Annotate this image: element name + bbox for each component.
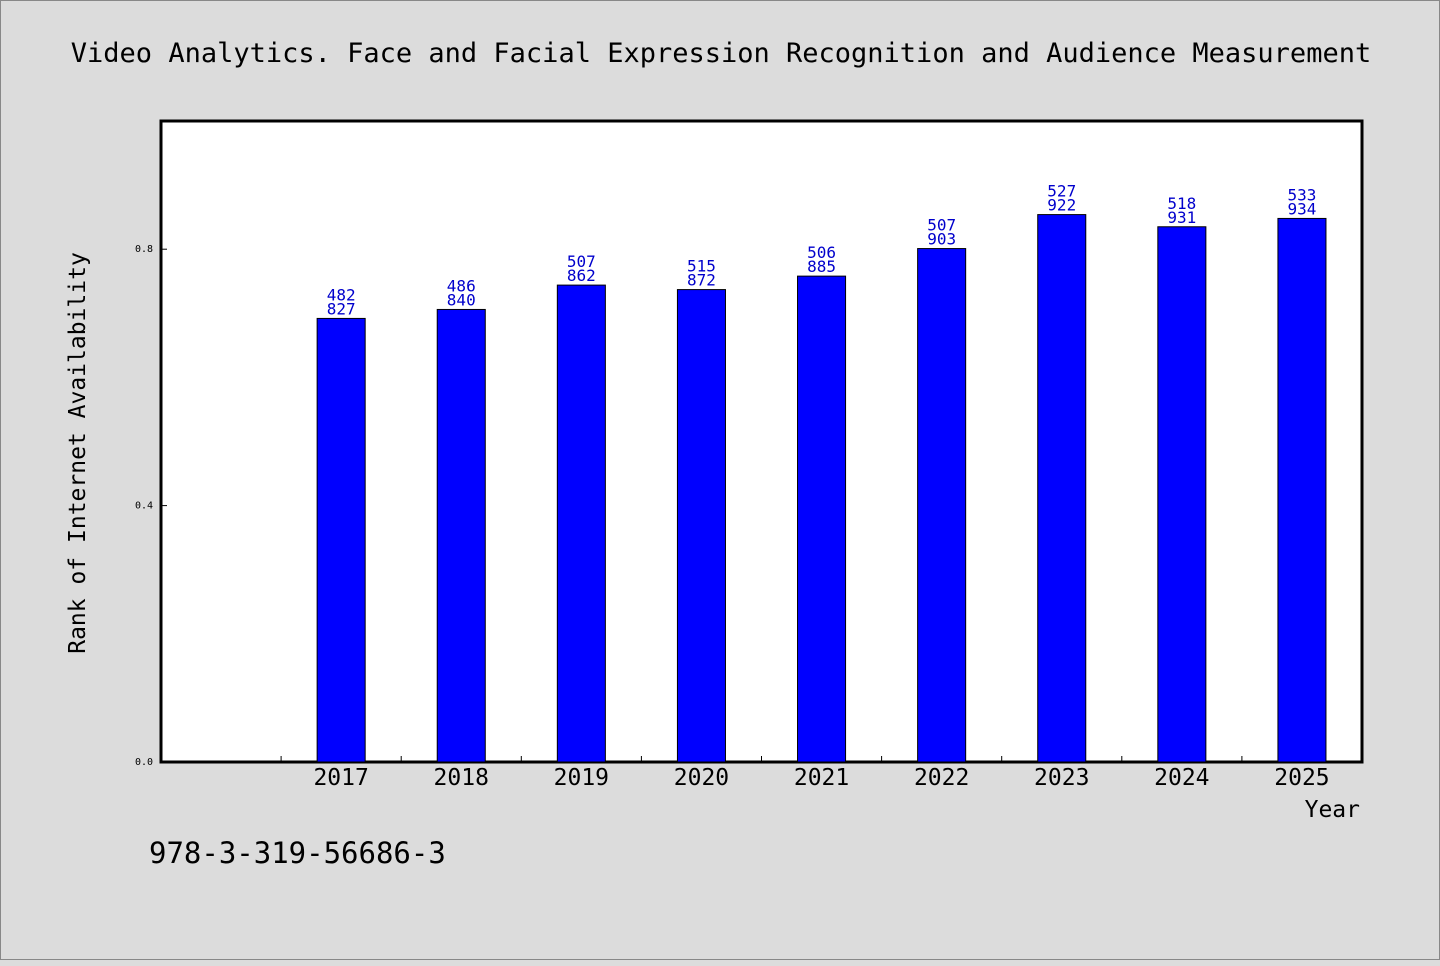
y-axis-label: Rank of Internet Availability <box>65 252 91 654</box>
bar-2019 <box>556 284 606 763</box>
bar-2021 <box>797 275 847 763</box>
x-tick-label: 2019 <box>554 765 609 791</box>
footer-code: 978-3-319-56686-3 <box>149 836 446 870</box>
bar-label-bottom: 922 <box>1047 196 1076 215</box>
bar-2017 <box>316 317 366 763</box>
bar-label-bottom: 827 <box>327 299 356 318</box>
bar-label-top: 482 <box>327 285 356 304</box>
bar-series <box>316 214 1327 763</box>
y-axis-ticks: 0.0 0.4 0.8 <box>135 244 167 768</box>
bar-label-bottom: 862 <box>567 266 596 285</box>
x-tick-label: 2017 <box>313 765 368 791</box>
bar-label-bottom: 840 <box>447 290 476 309</box>
bar-label-bottom: 885 <box>807 257 836 276</box>
x-tick-label: 2024 <box>1154 765 1209 791</box>
x-axis-label: Year <box>1305 797 1360 823</box>
x-tick-label: 2025 <box>1274 765 1329 791</box>
y-tick-label: 0.8 <box>135 244 153 255</box>
bar-data-labels: 4828274868405078625158725068855079035279… <box>327 182 1317 319</box>
bar-label-top: 515 <box>687 257 716 276</box>
bar-label-top: 506 <box>807 243 836 262</box>
x-tick-label: 2023 <box>1034 765 1089 791</box>
bar-2025 <box>1277 217 1327 763</box>
x-tick-label: 2018 <box>434 765 489 791</box>
bar-2023 <box>1037 214 1087 763</box>
y-tick-label: 0.4 <box>135 501 153 512</box>
bar-label-bottom: 903 <box>927 230 956 249</box>
bar-label-top: 518 <box>1167 194 1196 213</box>
bar-label-top: 486 <box>447 276 476 295</box>
x-tick-label: 2021 <box>794 765 849 791</box>
bar-label-top: 527 <box>1047 182 1076 201</box>
x-tick-label: 2020 <box>674 765 729 791</box>
bar-label-bottom: 934 <box>1287 199 1316 218</box>
bar-label-top: 507 <box>927 216 956 235</box>
y-tick-label: 0.0 <box>135 757 153 768</box>
bar-2020 <box>676 289 726 763</box>
bar-label-bottom: 872 <box>687 271 716 290</box>
bar-label-bottom: 931 <box>1167 208 1196 227</box>
bar-2018 <box>436 308 486 763</box>
bar-label-top: 507 <box>567 252 596 271</box>
bar-2022 <box>917 248 967 763</box>
bar-2024 <box>1157 226 1207 763</box>
chart-title: Video Analytics. Face and Facial Express… <box>71 38 1371 69</box>
bar-label-top: 533 <box>1287 185 1316 204</box>
x-axis-ticks: 2017 2018 2019 2020 2021 2022 2023 2024 2025 <box>280 756 1330 791</box>
x-tick-label: 2022 <box>914 765 969 791</box>
